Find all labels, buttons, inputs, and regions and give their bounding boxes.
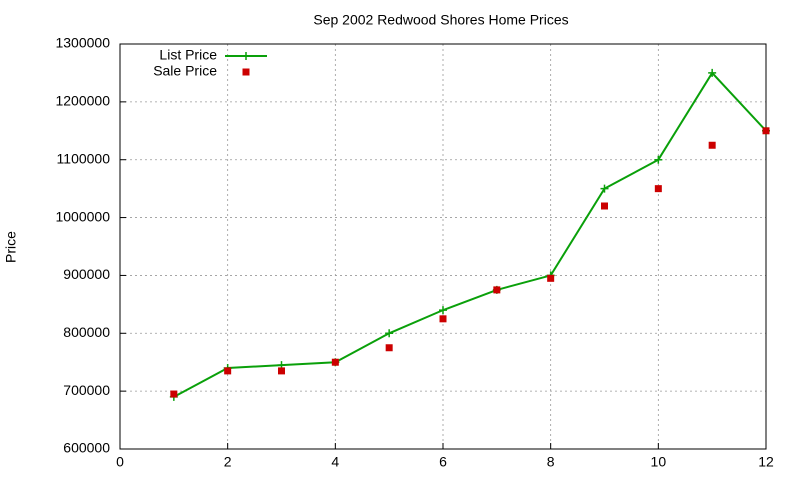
point (654, 185, 662, 193)
point (385, 329, 394, 338)
line (173, 71, 767, 398)
point (601, 202, 608, 210)
y-axis-label: Price (3, 231, 19, 263)
point (278, 367, 285, 375)
x-tick-label: 10 (651, 454, 667, 470)
legend-marker (242, 52, 250, 60)
legend-label: List Price (159, 47, 217, 63)
y-tick-label: 1100000 (57, 150, 111, 166)
point (170, 390, 178, 398)
y-tick-label: 1200000 (55, 93, 110, 109)
y-tick-label: 800000 (63, 324, 110, 340)
chart-title: Sep 2002 Redwood Shores Home Prices (313, 12, 568, 28)
point (439, 306, 447, 315)
point (385, 344, 393, 352)
y-tick-label: 1300000 (55, 35, 110, 51)
x-tick-label: 6 (439, 454, 447, 470)
point (547, 274, 555, 282)
x-tick-label: 0 (116, 454, 124, 470)
x-tick-label: 12 (758, 454, 774, 470)
y-tick-label: 600000 (63, 440, 110, 456)
point (708, 68, 717, 77)
y-tick-label: 1000000 (55, 208, 110, 224)
legend-label: Sale Price (153, 63, 217, 79)
x-tick-label: 2 (224, 454, 232, 470)
point (708, 141, 716, 149)
point (439, 315, 447, 323)
x-tick-label: 8 (547, 454, 555, 470)
point (654, 155, 663, 164)
point (224, 367, 232, 375)
point (331, 358, 339, 366)
point (762, 127, 770, 135)
plot-frame (119, 43, 767, 450)
point (493, 286, 501, 294)
y-tick-label: 700000 (63, 382, 110, 398)
point (600, 184, 609, 193)
x-tick-label: 4 (331, 454, 339, 470)
legend-marker (242, 68, 250, 76)
y-tick-label: 900000 (63, 266, 110, 282)
